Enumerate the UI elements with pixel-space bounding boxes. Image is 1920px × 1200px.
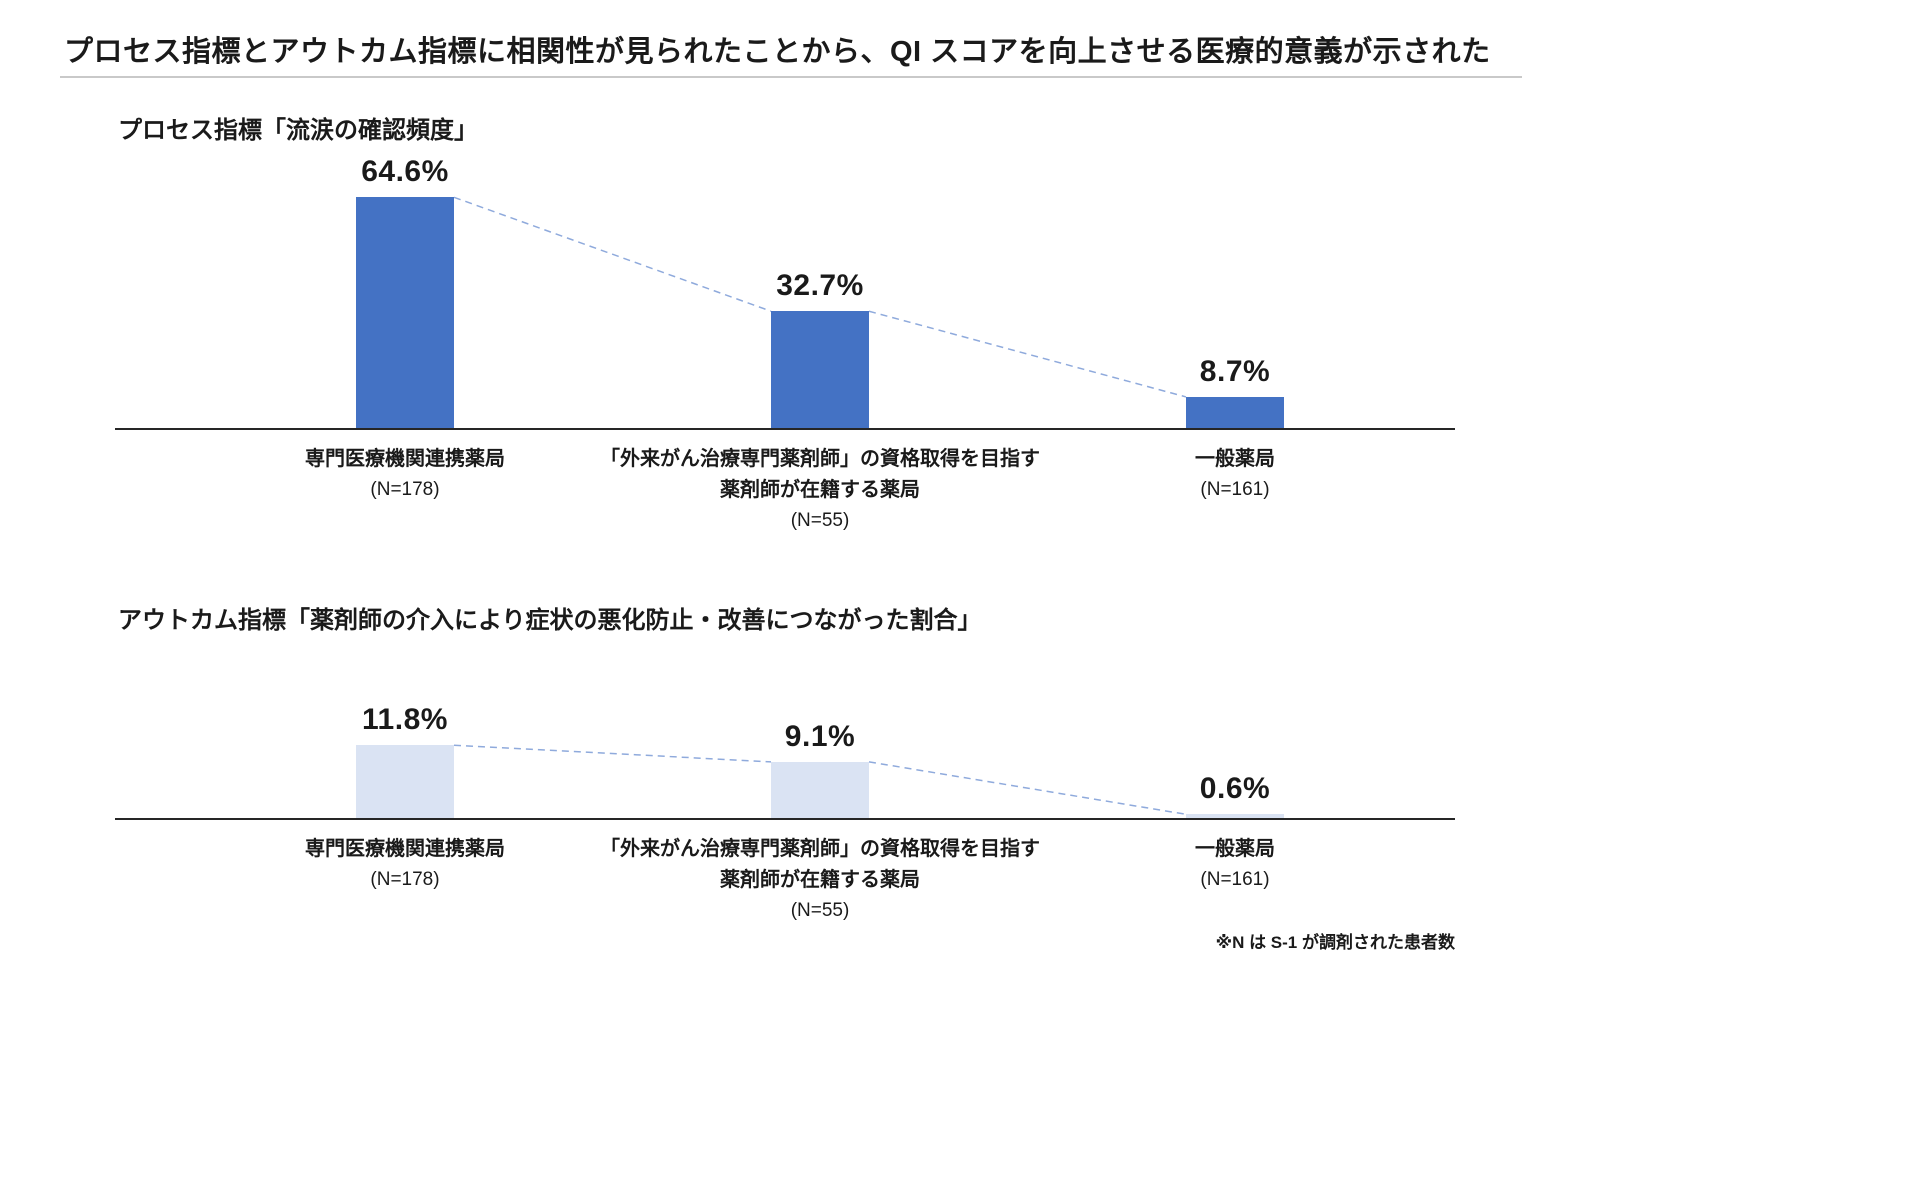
- bar: [1186, 396, 1284, 428]
- outcome-chart-title: アウトカム指標「薬剤師の介入により症状の悪化防止・改善につながった割合」: [118, 607, 982, 634]
- trend-connector-line: [453, 196, 1187, 398]
- process-chart-categories: 専門医療機関連携薬局 (N=178) 「外来がん治療専門薬剤師」の資格取得を目指す薬…: [115, 444, 1455, 564]
- bar: [356, 197, 454, 428]
- outcome-chart-categories: 専門医療機関連携薬局 (N=178) 「外来がん治療専門薬剤師」の資格取得を目指す薬…: [115, 834, 1455, 954]
- bar: [356, 745, 454, 818]
- bar-value-label: 11.8%: [362, 703, 448, 737]
- category-label: 「外来がん治療専門薬剤師」の資格取得を目指す 薬剤師が在籍する薬局 (N=55): [600, 838, 1040, 921]
- title-divider: [60, 76, 1522, 78]
- category-label: 一般薬局 (N=161): [1195, 838, 1275, 890]
- process-indicator-chart: 64.6% 32.7% 8.7%: [115, 155, 1455, 430]
- bar: [771, 311, 869, 428]
- bar-value-label: 9.1%: [784, 719, 856, 753]
- footnote-n-definition: ※N は S-1 が調剤された患者数: [1215, 933, 1455, 952]
- category-label: 専門医療機関連携薬局 (N=178): [305, 838, 505, 890]
- category-label: 専門医療機関連携薬局 (N=178): [305, 448, 505, 500]
- process-chart-title: プロセス指標「流涙の確認頻度」: [118, 117, 478, 144]
- bar-value-label: 32.7%: [776, 269, 864, 303]
- bar-value-label: 0.6%: [1199, 772, 1271, 806]
- bar-value-label: 8.7%: [1199, 354, 1271, 388]
- bar: [1186, 814, 1284, 818]
- bar: [771, 761, 869, 818]
- bar-value-label: 64.6%: [361, 155, 449, 189]
- category-label: 「外来がん治療専門薬剤師」の資格取得を目指す 薬剤師が在籍する薬局 (N=55): [600, 448, 1040, 531]
- outcome-indicator-chart: 11.8% 9.1% 0.6%: [115, 703, 1455, 820]
- trend-connector-line: [453, 744, 1187, 816]
- category-label: 一般薬局 (N=161): [1195, 448, 1275, 500]
- page-title: プロセス指標とアウトカム指標に相関性が見られたことから、QI スコアを向上させる…: [64, 36, 1491, 68]
